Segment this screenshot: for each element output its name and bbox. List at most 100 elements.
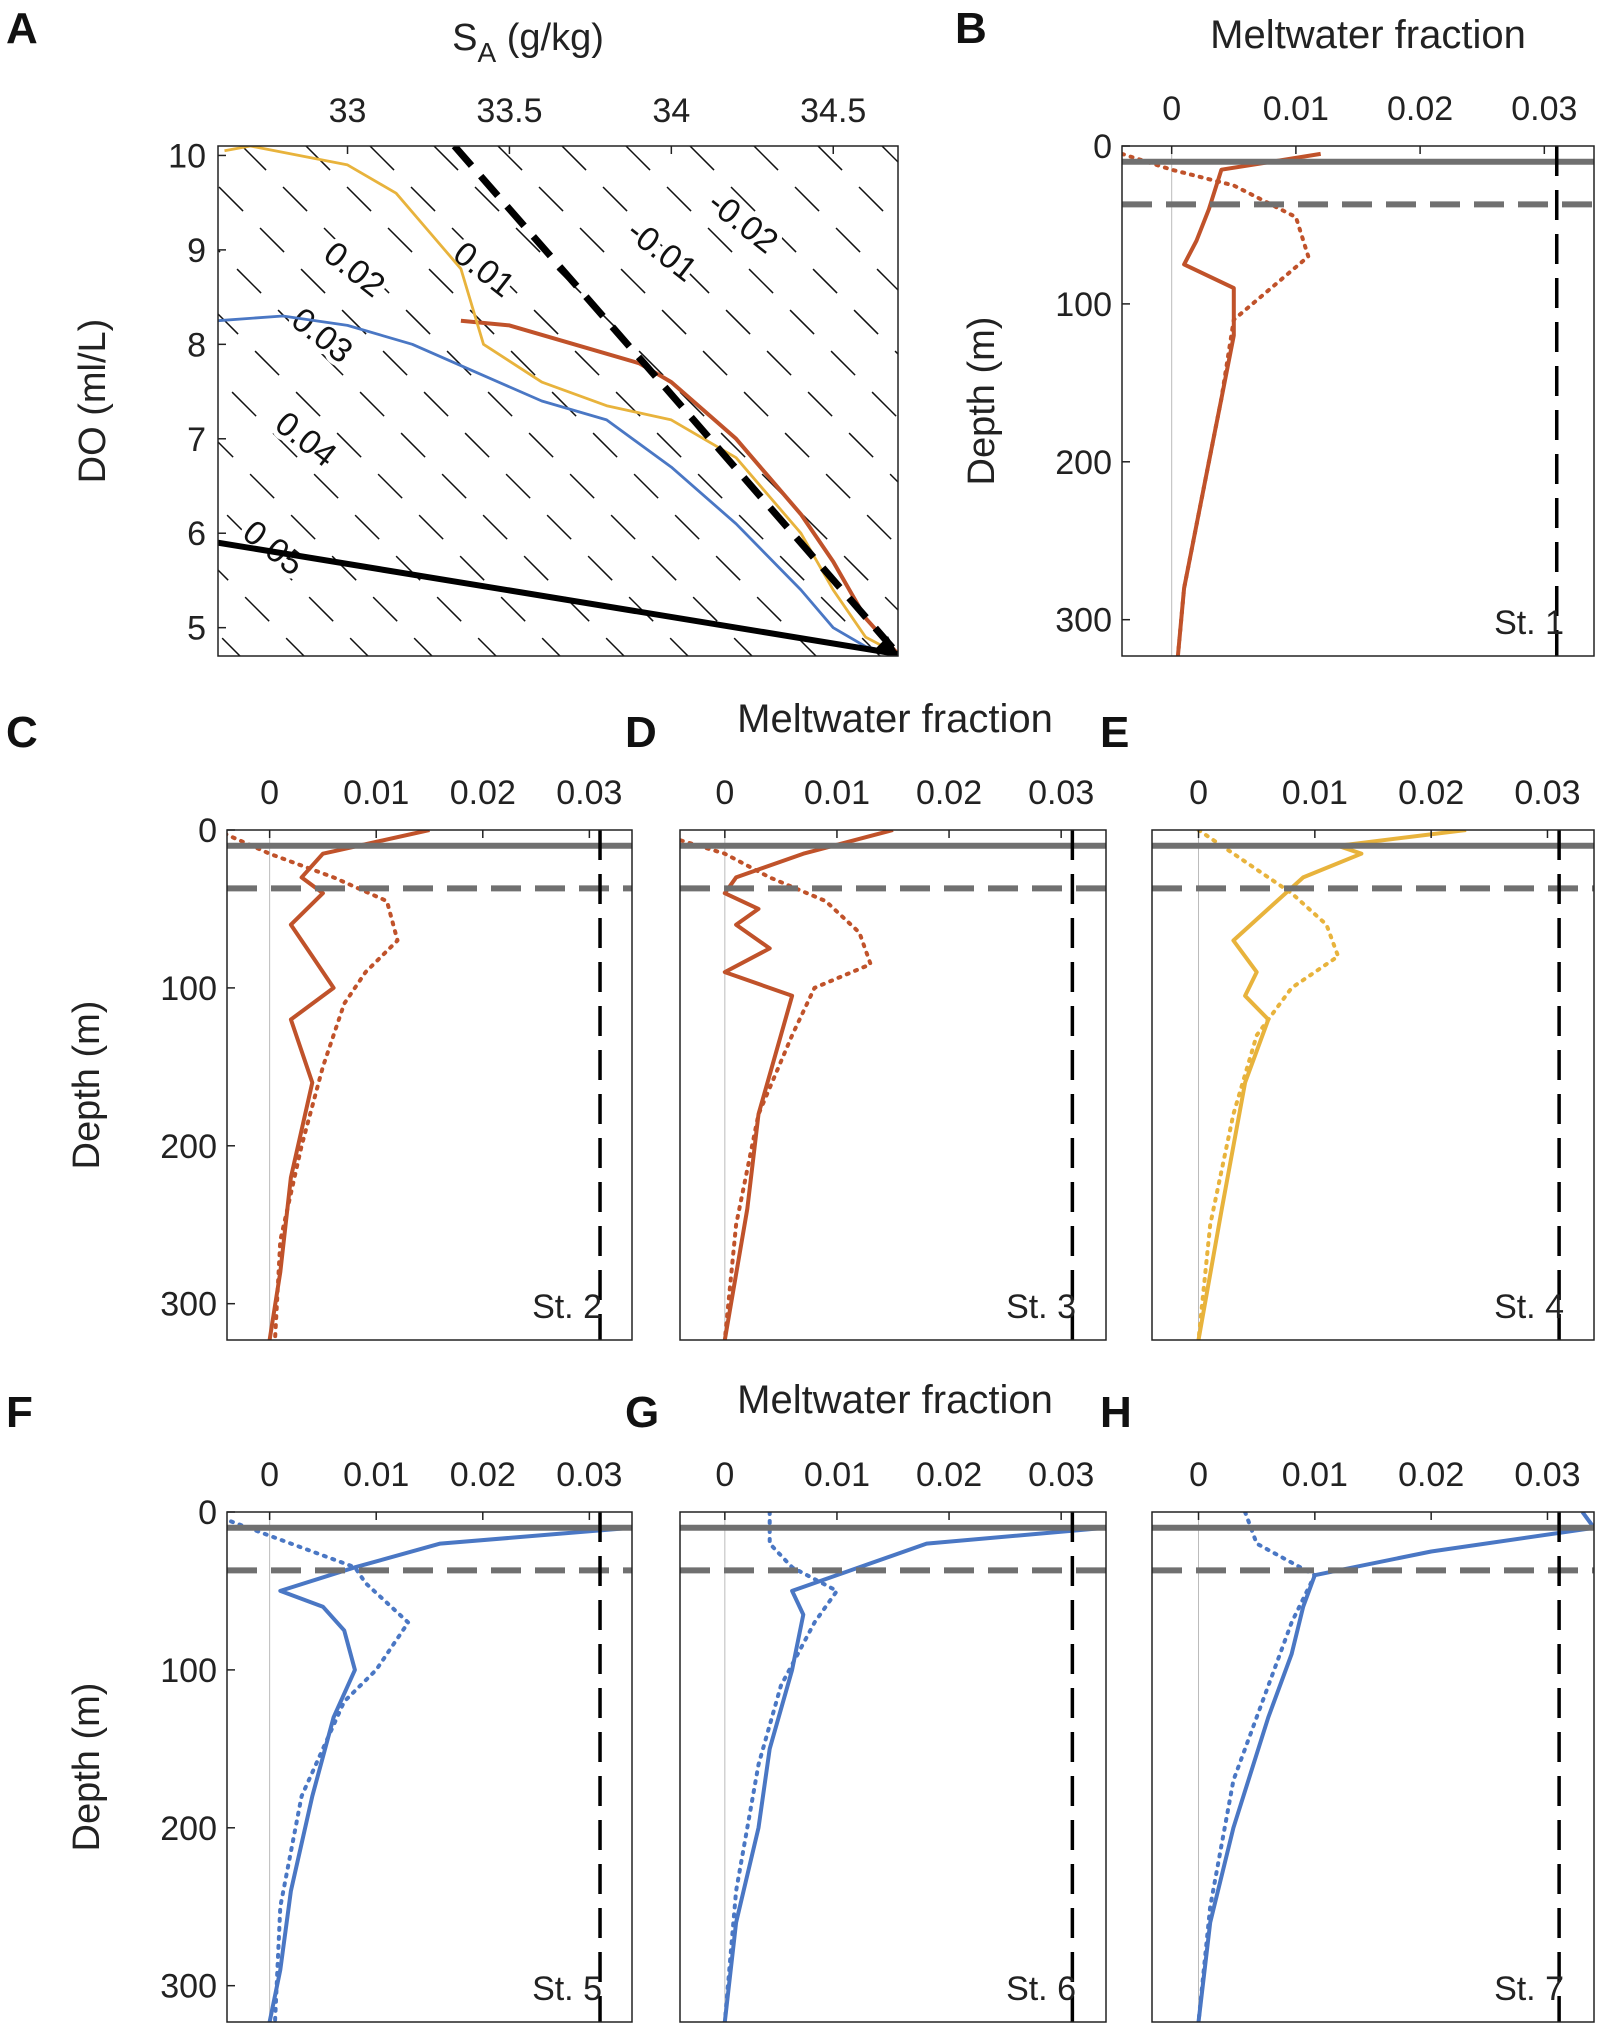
x-tick-label: 0.01: [804, 774, 870, 812]
panel-b: 0 0.01 0.02 0.03 0 100 200 300 Depth (m) Meltwate…: [961, 13, 1595, 657]
x-tick-label: 0: [1162, 90, 1181, 128]
panel-label-d: D: [625, 708, 657, 757]
series-line: [218, 314, 898, 656]
y-tick-label: 100: [1055, 286, 1112, 324]
panel-label-h: H: [1100, 1388, 1132, 1437]
x-tick-label: 33.5: [476, 92, 542, 130]
contour-line: [1074, 146, 1584, 656]
y-tick-label: 100: [160, 1652, 217, 1690]
zero-meltwater-line: [451, 146, 898, 656]
contour-line: [946, 146, 1456, 656]
contour-line: [1010, 146, 1520, 656]
contour-label: -0.02: [701, 184, 785, 262]
station-label: St. 7: [1494, 1970, 1564, 2008]
x-tick-label: 0.01: [1282, 774, 1348, 812]
contour-line: [561, 146, 898, 484]
contour-line: [625, 146, 898, 420]
contour-line: [218, 184, 689, 656]
contour-line: [218, 632, 241, 656]
contour-line: [241, 146, 753, 656]
x-tick-label: 0.03: [556, 1456, 622, 1494]
x-tick-label: 0: [1189, 1456, 1208, 1494]
contour-line: [218, 568, 305, 656]
panel-label-e: E: [1100, 708, 1130, 757]
axes-frame: [217, 145, 899, 657]
axes-frame: [679, 829, 1107, 1341]
x-tick-label: 0.01: [343, 1456, 409, 1494]
y-axis-label: Depth (m): [961, 317, 1003, 486]
station-label: St. 5: [532, 1970, 602, 2008]
contour-line: [497, 146, 898, 548]
x-tick-label: 0.03: [1514, 774, 1580, 812]
x-tick-label: 0.01: [1282, 1456, 1348, 1494]
axes-frame: [226, 829, 633, 1341]
dotted-profile: [227, 1517, 411, 2022]
x-tick-label: 0.02: [450, 774, 516, 812]
x-tick-label: 0.03: [1514, 1456, 1580, 1494]
x-tick-label: 0.01: [343, 774, 409, 812]
dotted-profile: [680, 838, 873, 1340]
x-tick-label: 0: [1189, 774, 1208, 812]
x-tick-label: 0: [715, 1456, 734, 1494]
solid-profile: [1196, 830, 1467, 1340]
y-tick-label: 5: [187, 610, 206, 648]
x-tick-label: 0.01: [804, 1456, 870, 1494]
dotted-profile: [227, 832, 400, 1340]
panel-title: Meltwater fraction: [1210, 13, 1526, 57]
contour-label: 0.01: [446, 234, 522, 305]
contour-line: [218, 440, 433, 656]
y-tick-label: 6: [187, 515, 206, 553]
y-axis-label: DO (ml/L): [72, 319, 114, 484]
solid-profile: [722, 830, 894, 1340]
station-label: St. 6: [1006, 1970, 1076, 2008]
end-marker: [876, 636, 898, 655]
x-tick-label: 0.02: [450, 1456, 516, 1494]
contour-label: -0.01: [620, 212, 704, 290]
y-tick-label: 200: [160, 1128, 217, 1166]
y-tick-label: 0: [198, 812, 217, 850]
x-tick-label: 0.02: [1398, 1456, 1464, 1494]
panel-label-a: A: [6, 4, 38, 53]
x-axis-label: SA (g/kg): [452, 17, 604, 68]
axes-frame: [1121, 145, 1595, 657]
contour-line: [0, 146, 48, 656]
x-tick-label: 0.02: [1398, 774, 1464, 812]
solid-profile: [267, 830, 430, 1340]
x-tick-label: 0: [260, 774, 279, 812]
panel-d: 0 0.01 0.02 0.03 Meltwater fraction St. 3: [679, 697, 1107, 1341]
x-tick-label: 0.02: [1387, 90, 1453, 128]
y-tick-label: 0: [198, 1494, 217, 1532]
contour-line: [218, 312, 561, 656]
contour-label: 0.03: [284, 300, 360, 371]
axes-frame: [226, 1511, 633, 2023]
contour-line: [218, 504, 369, 656]
axes-frame: [1151, 829, 1595, 1341]
x-tick-label: 0.03: [1028, 774, 1094, 812]
contour-line: [305, 146, 817, 656]
panel-title: Meltwater fraction: [737, 1378, 1053, 1422]
contour-line: [881, 146, 898, 164]
dotted-profile: [1196, 1512, 1317, 2022]
contour-label: 0.04: [268, 404, 344, 475]
contour-line: [817, 146, 898, 228]
panel-c: 0 0.01 0.02 0.03 0 100 200 300 Depth (m) St. 2: [66, 774, 633, 1341]
x-tick-label: 34: [652, 92, 690, 130]
panel-f: 0 0.01 0.02 0.03 0 100 200 300 Depth (m) St. 5: [66, 1456, 633, 2023]
contour-line: [753, 146, 898, 292]
y-tick-label: 200: [1055, 444, 1112, 482]
contour-label: 0.02: [317, 234, 393, 305]
panel-label-f: F: [6, 1388, 33, 1437]
dotted-profile: [722, 1512, 839, 2022]
y-tick-label: 7: [187, 421, 206, 459]
contour-line: [689, 146, 898, 356]
contour-line: [218, 248, 625, 656]
y-tick-label: 300: [160, 1968, 217, 2006]
contour-line: [433, 146, 898, 612]
x-tick-label: 33: [329, 92, 367, 130]
panel-g: 0 0.01 0.02 0.03 Meltwater fraction St. 6: [679, 1378, 1107, 2023]
x-tick-label: 0.02: [916, 774, 982, 812]
dotted-profile: [1196, 830, 1341, 1340]
